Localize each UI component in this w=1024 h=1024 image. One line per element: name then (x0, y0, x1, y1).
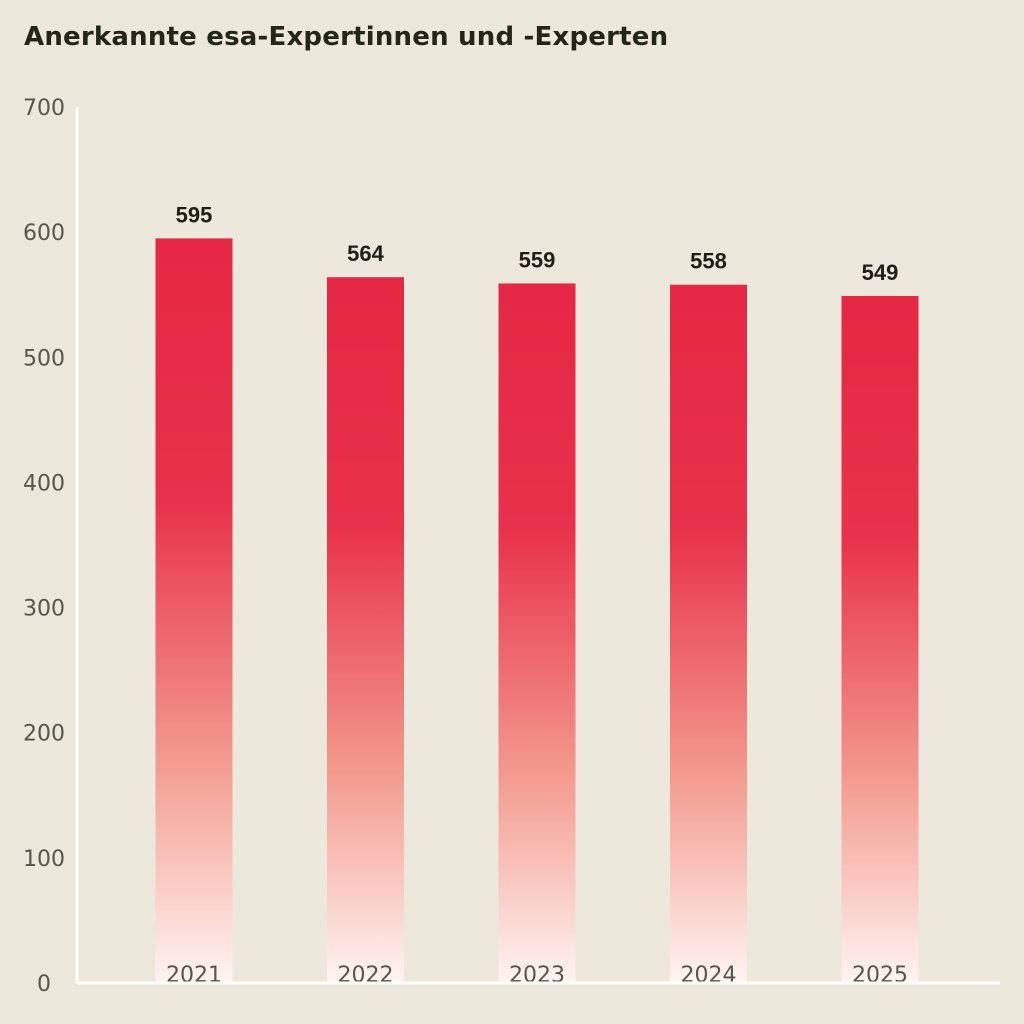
y-tick-label: 600 (23, 221, 65, 246)
y-tick-label: 100 (23, 847, 65, 872)
bar-2024 (670, 284, 747, 983)
data-label: 595 (176, 202, 213, 227)
bar-2022 (327, 277, 404, 983)
y-tick-label: 0 (37, 972, 51, 997)
chart-title: Anerkannte esa-Expertinnen und -Experten (24, 22, 669, 52)
y-tick-label: 400 (23, 471, 65, 496)
bar-2023 (498, 283, 576, 983)
y-tick-label: 700 (23, 96, 65, 121)
y-tick-label: 200 (23, 722, 65, 747)
data-label: 564 (347, 241, 384, 266)
data-label: 549 (862, 260, 899, 285)
data-label: 559 (519, 247, 556, 272)
bar-2025 (841, 295, 919, 984)
y-tick-label: 300 (23, 597, 65, 622)
data-label: 558 (690, 249, 727, 274)
y-tick-label: 500 (23, 346, 65, 371)
bar-2021 (155, 238, 233, 983)
